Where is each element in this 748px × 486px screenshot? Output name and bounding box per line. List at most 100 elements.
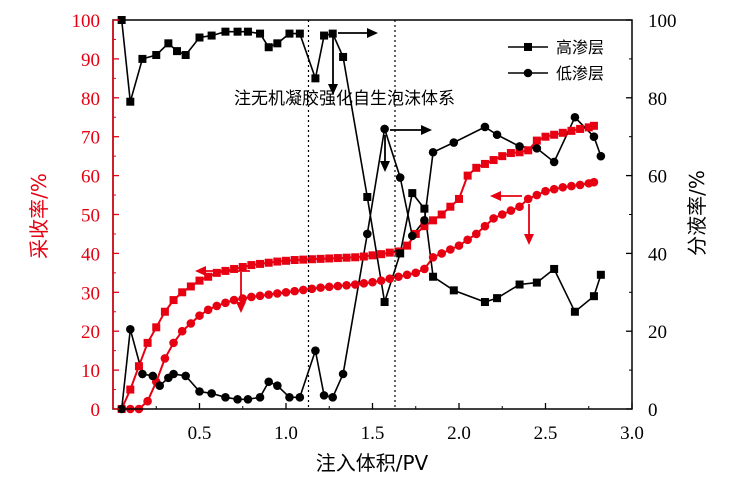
data-point-square bbox=[333, 254, 342, 263]
left-tick-label: 10 bbox=[81, 361, 100, 382]
data-point-square bbox=[233, 27, 242, 36]
data-point-circle bbox=[480, 122, 490, 132]
axis-ticks: 0 10 20 30 40 50 60 70 80 90 100 0 20 40 60 80 100 0.5 1.0… bbox=[72, 11, 677, 444]
data-point-circle bbox=[307, 284, 317, 294]
data-point-square bbox=[429, 216, 438, 225]
data-point-circle bbox=[181, 371, 190, 381]
left-tick-label: 20 bbox=[81, 322, 100, 343]
data-point-circle bbox=[437, 249, 447, 258]
data-point-square bbox=[493, 294, 502, 303]
data-point-circle bbox=[394, 272, 403, 282]
left-tick-label: 100 bbox=[72, 11, 101, 32]
data-point-circle bbox=[428, 147, 438, 157]
data-point-circle bbox=[549, 157, 559, 167]
arrowhead bbox=[367, 28, 378, 38]
data-point-square bbox=[385, 248, 394, 257]
data-point-square bbox=[515, 148, 524, 157]
data-point-circle bbox=[420, 264, 429, 274]
data-point-circle bbox=[255, 393, 265, 402]
data-point-circle bbox=[558, 182, 568, 192]
data-point-square bbox=[169, 296, 178, 305]
x-tick-label: 0.5 bbox=[188, 423, 212, 444]
data-point-square bbox=[489, 156, 498, 165]
data-point-square bbox=[273, 257, 282, 266]
left-tick-label: 0 bbox=[91, 400, 101, 421]
data-point-circle bbox=[506, 206, 516, 215]
data-point-circle bbox=[596, 151, 606, 161]
data-point-circle bbox=[338, 369, 348, 379]
data-point-circle bbox=[368, 277, 377, 287]
data-point-square bbox=[506, 149, 515, 158]
data-point-square bbox=[290, 256, 299, 265]
data-point-circle bbox=[264, 290, 274, 299]
data-point-circle bbox=[285, 393, 294, 402]
data-point-square bbox=[316, 254, 325, 263]
x-axis-title: 注入体积/PV bbox=[316, 451, 429, 475]
data-point-circle bbox=[515, 142, 524, 151]
x-tick-label: 2.5 bbox=[534, 423, 558, 444]
data-point-square bbox=[178, 288, 187, 297]
data-point-circle bbox=[138, 369, 147, 379]
data-point-square bbox=[311, 74, 320, 83]
data-point-circle bbox=[273, 381, 282, 390]
data-point-square bbox=[195, 276, 204, 285]
data-point-square bbox=[408, 189, 417, 198]
left-tick-label: 40 bbox=[81, 244, 100, 265]
data-point-circle bbox=[575, 180, 585, 190]
right-axis-title: 分液率/% bbox=[685, 170, 709, 256]
data-point-square bbox=[299, 255, 308, 264]
data-point-square bbox=[230, 264, 239, 273]
data-point-circle bbox=[463, 235, 472, 245]
right-tick-label: 40 bbox=[648, 244, 667, 265]
data-point-square bbox=[567, 126, 576, 135]
data-point-circle bbox=[207, 389, 216, 398]
data-point-circle bbox=[532, 190, 542, 200]
series-markers bbox=[117, 16, 606, 414]
data-point-circle bbox=[177, 326, 187, 336]
series-line bbox=[130, 181, 595, 410]
data-point-circle bbox=[203, 305, 213, 315]
data-point-circle bbox=[454, 241, 464, 250]
data-point-square bbox=[524, 146, 533, 155]
data-point-circle bbox=[472, 229, 481, 239]
data-point-square bbox=[273, 39, 282, 48]
data-point-square bbox=[576, 124, 585, 133]
right-tick-label: 100 bbox=[648, 11, 677, 32]
data-point-circle bbox=[247, 292, 256, 302]
data-point-circle bbox=[169, 369, 178, 379]
data-point-circle bbox=[589, 132, 599, 141]
data-point-square bbox=[589, 121, 598, 130]
plot-border bbox=[112, 19, 633, 410]
data-point-square bbox=[295, 29, 304, 38]
data-point-circle bbox=[363, 229, 372, 239]
data-point-square bbox=[589, 292, 598, 301]
data-point-square bbox=[596, 270, 605, 279]
data-point-circle bbox=[541, 186, 550, 196]
data-point-square bbox=[449, 286, 458, 295]
data-point-circle bbox=[342, 280, 351, 290]
data-point-circle bbox=[255, 291, 265, 301]
series-line bbox=[120, 124, 595, 410]
data-point-circle bbox=[238, 294, 248, 303]
data-point-circle bbox=[328, 393, 338, 402]
data-point-square bbox=[195, 33, 204, 42]
data-point-circle bbox=[395, 173, 405, 182]
data-point-square bbox=[221, 27, 230, 36]
data-point-square bbox=[173, 47, 182, 56]
data-point-square bbox=[342, 253, 351, 262]
data-point-square bbox=[264, 258, 273, 267]
data-point-square bbox=[152, 51, 161, 60]
data-point-square bbox=[160, 307, 169, 316]
data-point-square bbox=[307, 255, 316, 264]
data-point-square bbox=[204, 272, 213, 281]
data-point-square bbox=[480, 298, 489, 307]
data-point-square bbox=[264, 43, 273, 52]
x-tick-label: 1.0 bbox=[274, 423, 298, 444]
data-point-circle bbox=[126, 324, 135, 334]
arrowhead bbox=[490, 191, 501, 201]
data-point-circle bbox=[221, 298, 230, 308]
legend-marker-square bbox=[524, 43, 532, 51]
data-point-square bbox=[377, 250, 386, 259]
left-tick-label: 80 bbox=[81, 89, 100, 110]
data-point-square bbox=[455, 194, 463, 203]
